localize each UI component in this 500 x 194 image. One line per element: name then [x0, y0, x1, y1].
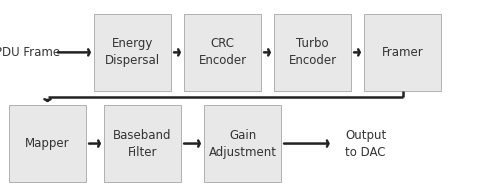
Text: Framer: Framer — [382, 46, 424, 59]
Text: Gain
Adjustment: Gain Adjustment — [208, 129, 276, 158]
Text: Baseband
Filter: Baseband Filter — [113, 129, 172, 158]
Text: Energy
Dispersal: Energy Dispersal — [105, 37, 160, 67]
Text: CRC
Encoder: CRC Encoder — [198, 37, 246, 67]
FancyBboxPatch shape — [104, 105, 181, 182]
Text: Output
to DAC: Output to DAC — [345, 129, 386, 158]
FancyBboxPatch shape — [94, 14, 171, 91]
Text: Mapper: Mapper — [25, 137, 70, 150]
FancyBboxPatch shape — [204, 105, 281, 182]
FancyBboxPatch shape — [9, 105, 86, 182]
Text: PDU Frame: PDU Frame — [0, 46, 60, 59]
FancyBboxPatch shape — [274, 14, 351, 91]
Text: Turbo
Encoder: Turbo Encoder — [288, 37, 337, 67]
FancyBboxPatch shape — [184, 14, 261, 91]
FancyBboxPatch shape — [364, 14, 442, 91]
